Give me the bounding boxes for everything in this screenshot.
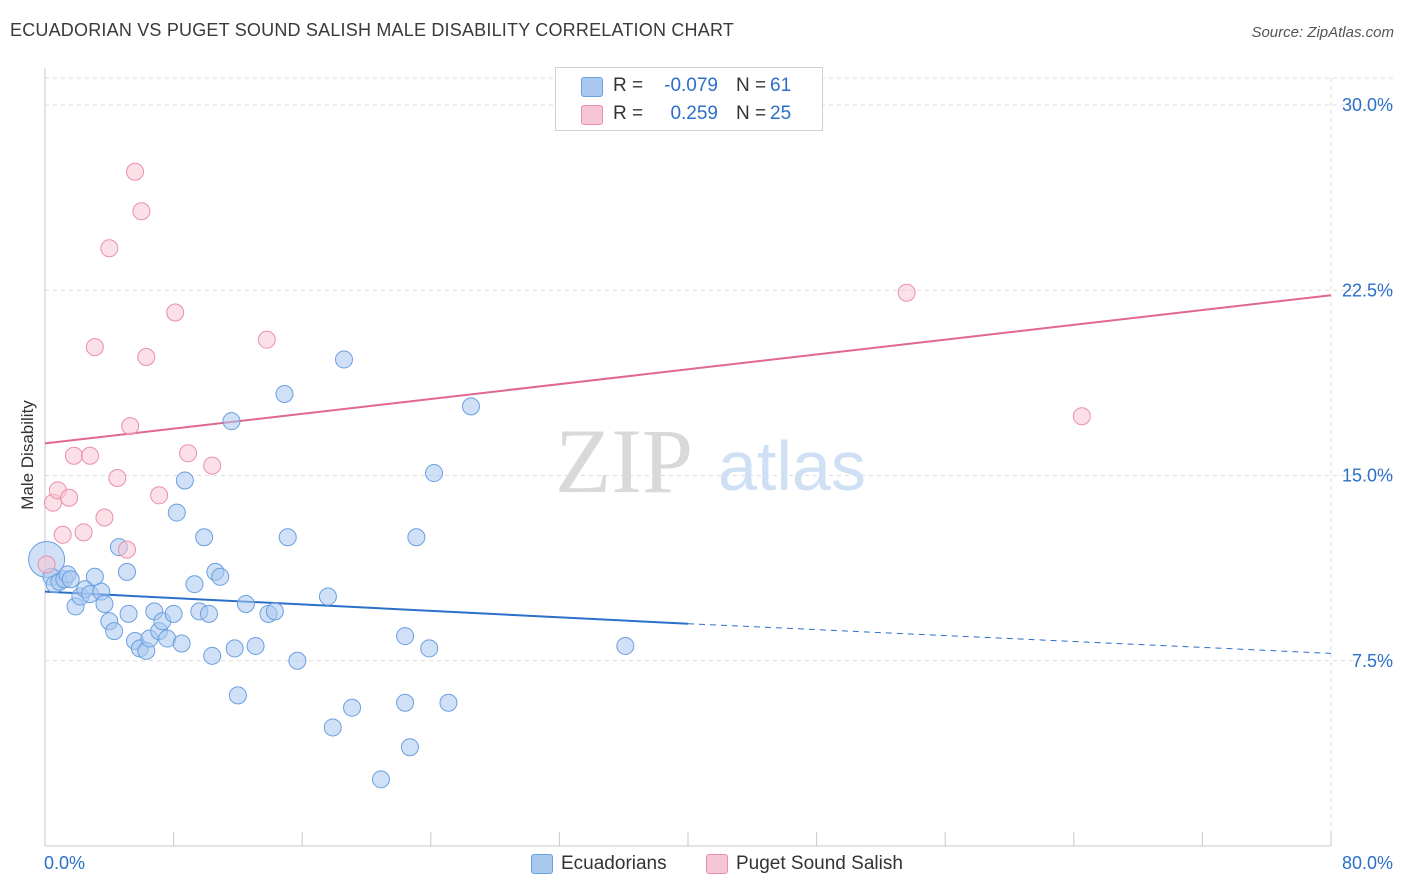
data-point-puget-sound-salish — [121, 417, 140, 436]
x-tick-label: 0.0% — [44, 853, 85, 873]
n-value: 61 — [770, 75, 792, 96]
data-point-puget-sound-salish — [53, 525, 72, 544]
n-label: N = — [736, 103, 767, 124]
data-point-ecuadorians — [323, 718, 342, 737]
trend-line — [44, 590, 689, 625]
data-point-ecuadorians — [334, 350, 353, 369]
legend-row-puget-sound-salish: R = 0.259 N = 25 — [556, 99, 822, 129]
data-point-ecuadorians — [172, 634, 191, 653]
data-point-puget-sound-salish — [203, 456, 222, 475]
data-point-ecuadorians — [175, 471, 194, 490]
r-label: R = — [613, 103, 644, 124]
y-axis-label: Male Disability — [18, 400, 37, 510]
data-point-puget-sound-salish — [132, 202, 151, 221]
legend-swatch-ecuadorians — [531, 854, 553, 874]
correlation-legend: R = -0.079 N = 61 R = 0.259 N = 25 — [555, 67, 823, 131]
data-point-puget-sound-salish — [150, 486, 169, 505]
y-tick-label: 22.5% — [1342, 280, 1393, 300]
r-value: 0.259 — [670, 103, 718, 124]
data-point-ecuadorians — [195, 528, 214, 547]
series-legend: Ecuadorians Puget Sound Salish — [0, 852, 1406, 878]
data-point-ecuadorians — [278, 528, 297, 547]
data-point-ecuadorians — [396, 693, 415, 712]
data-point-ecuadorians — [288, 651, 307, 670]
data-point-ecuadorians — [199, 604, 218, 623]
data-point-puget-sound-salish — [37, 555, 56, 574]
data-point-ecuadorians — [85, 567, 104, 586]
data-point-puget-sound-salish — [64, 446, 83, 465]
legend-label: Puget Sound Salish — [736, 853, 903, 874]
trend-line — [44, 294, 1332, 445]
data-point-ecuadorians — [119, 604, 138, 623]
data-point-ecuadorians — [95, 594, 114, 613]
data-point-ecuadorians — [236, 594, 255, 613]
data-point-ecuadorians — [246, 636, 265, 655]
data-point-ecuadorians — [616, 636, 635, 655]
y-tick-label: 7.5% — [1352, 651, 1393, 671]
data-point-ecuadorians — [425, 464, 444, 483]
point-layer — [28, 162, 1091, 789]
data-point-puget-sound-salish — [257, 330, 276, 349]
data-point-ecuadorians — [222, 412, 241, 431]
data-point-puget-sound-salish — [81, 446, 100, 465]
data-point-ecuadorians — [275, 385, 294, 404]
data-point-puget-sound-salish — [126, 162, 145, 181]
data-point-ecuadorians — [167, 503, 186, 522]
n-value: 25 — [770, 103, 792, 124]
data-point-puget-sound-salish — [137, 347, 156, 366]
data-point-puget-sound-salish — [95, 508, 114, 527]
x-tick-label: 80.0% — [1342, 853, 1393, 873]
data-point-ecuadorians — [343, 698, 362, 717]
data-point-ecuadorians — [228, 686, 247, 705]
y-tick-label: 15.0% — [1342, 466, 1393, 486]
data-point-puget-sound-salish — [897, 283, 916, 302]
trend-layer — [44, 294, 1332, 654]
r-value: -0.079 — [664, 75, 718, 96]
data-point-puget-sound-salish — [117, 540, 136, 559]
data-point-ecuadorians — [211, 567, 230, 586]
data-point-puget-sound-salish — [166, 303, 185, 322]
data-point-ecuadorians — [117, 562, 136, 581]
watermark-atlas: atlas — [718, 427, 866, 505]
data-point-ecuadorians — [61, 570, 80, 589]
data-point-puget-sound-salish — [60, 488, 79, 507]
data-point-ecuadorians — [318, 587, 337, 606]
data-point-ecuadorians — [185, 575, 204, 594]
legend-swatch-puget-sound-salish — [581, 105, 603, 125]
data-point-puget-sound-salish — [1072, 407, 1091, 426]
data-point-ecuadorians — [420, 639, 439, 658]
r-label: R = — [613, 75, 644, 96]
data-point-puget-sound-salish — [85, 338, 104, 357]
watermark: ZIP atlas — [555, 410, 866, 512]
tick-layer: 7.5% 15.0% 22.5% 30.0% 0.0% 80.0% — [44, 95, 1393, 873]
data-point-ecuadorians — [461, 397, 480, 416]
data-point-ecuadorians — [164, 604, 183, 623]
n-label: N = — [736, 75, 767, 96]
legend-swatch-ecuadorians — [581, 77, 603, 97]
data-point-ecuadorians — [225, 639, 244, 658]
data-point-ecuadorians — [105, 622, 124, 641]
data-point-ecuadorians — [371, 770, 390, 789]
data-point-puget-sound-salish — [108, 468, 127, 487]
data-point-ecuadorians — [407, 528, 426, 547]
legend-row-ecuadorians: R = -0.079 N = 61 — [556, 71, 822, 101]
data-point-puget-sound-salish — [179, 444, 198, 463]
data-point-puget-sound-salish — [100, 239, 119, 258]
data-point-ecuadorians — [203, 646, 222, 665]
watermark-zip: ZIP — [555, 410, 693, 512]
legend-label: Ecuadorians — [561, 853, 667, 874]
data-point-ecuadorians — [265, 602, 284, 621]
trend-line-extension — [687, 623, 1332, 654]
y-tick-label: 30.0% — [1342, 95, 1393, 115]
source-label: Source: ZipAtlas.com — [1251, 24, 1394, 41]
legend-swatch-puget-sound-salish — [706, 854, 728, 874]
data-point-puget-sound-salish — [74, 523, 93, 542]
data-point-ecuadorians — [396, 627, 415, 646]
chart-title: ECUADORIAN VS PUGET SOUND SALISH MALE DI… — [10, 20, 735, 40]
data-point-ecuadorians — [439, 693, 458, 712]
data-point-ecuadorians — [400, 738, 419, 757]
